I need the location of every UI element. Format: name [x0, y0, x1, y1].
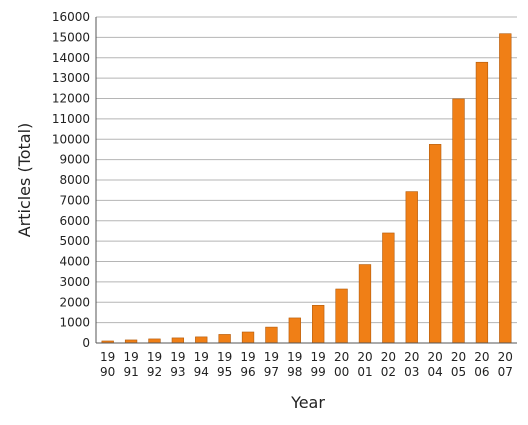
y-tick-label: 11000 [52, 112, 90, 126]
y-tick-label: 13000 [52, 71, 90, 85]
y-tick-label: 12000 [52, 92, 90, 106]
bar-2002 [382, 232, 395, 344]
bar-2000 [335, 288, 348, 344]
bar-2003 [405, 191, 418, 344]
x-tick-label-1999: 19 99 [311, 350, 326, 379]
x-tick-label-1997: 19 97 [264, 350, 279, 379]
x-tick-label-1995: 19 95 [217, 350, 232, 379]
bar-2006 [475, 61, 489, 344]
x-tick-label-2005: 20 05 [451, 350, 466, 379]
y-tick-label: 4000 [59, 255, 90, 269]
x-tick-label-2007: 20 07 [498, 350, 513, 379]
bar-1997 [265, 326, 278, 344]
y-tick-label: 16000 [52, 10, 90, 24]
y-axis-title: Articles (Total) [15, 123, 34, 238]
x-tick-label-2001: 20 01 [357, 350, 372, 379]
bar-1998 [288, 317, 301, 344]
y-tick-label: 8000 [59, 173, 90, 187]
y-tick-label: 3000 [59, 275, 90, 289]
bar-1995 [218, 334, 231, 344]
gridlines [96, 16, 517, 344]
bar-2005 [452, 98, 465, 344]
bar-1992 [148, 338, 161, 344]
x-tick-label-1992: 19 92 [147, 350, 162, 379]
bar-1994 [195, 336, 208, 344]
y-tick-label: 2000 [59, 295, 90, 309]
y-tick-label: 7000 [59, 193, 90, 207]
bar-2004 [428, 144, 442, 344]
x-tick-label-1998: 19 98 [287, 350, 302, 379]
y-tick-label: 0 [82, 336, 90, 350]
y-tick-label: 15000 [52, 30, 90, 44]
y-tick-label: 1000 [59, 316, 90, 330]
y-tick-label: 14000 [52, 51, 90, 65]
x-tick-label-1991: 19 91 [123, 350, 138, 379]
y-tick-label: 6000 [59, 214, 90, 228]
x-tick-label-1994: 19 94 [194, 350, 209, 379]
bar-2007 [499, 33, 512, 344]
x-tick-label-2006: 20 06 [474, 350, 489, 379]
x-tick-label-2004: 20 04 [427, 350, 442, 379]
y-tick-label: 9000 [59, 153, 90, 167]
y-tick-labels: 0 1000 2000 3000 4000 5000 6000 7000 8000 9000 100… [52, 10, 90, 350]
axes-group [95, 17, 517, 344]
y-tick-label: 10000 [52, 132, 90, 146]
x-tick-label-2000: 20 00 [334, 350, 349, 379]
x-tick-label-2002: 20 02 [381, 350, 396, 379]
x-tick-label-1993: 19 93 [170, 350, 185, 379]
bar-1993 [171, 337, 185, 344]
x-tick-label-1990: 19 90 [100, 350, 115, 379]
bars-group [101, 33, 512, 344]
x-tick-labels: 19 90 19 91 19 92 19 93 19 94 19 95 19 96 19 97 19 98 19 99… [100, 350, 513, 379]
bar-1996 [241, 331, 255, 344]
bar-2001 [358, 264, 372, 344]
x-axis-title: Year [290, 393, 325, 412]
y-tick-label: 5000 [59, 234, 90, 248]
bar-1999 [312, 305, 325, 344]
x-tick-label-1996: 19 96 [240, 350, 255, 379]
x-tick-label-2003: 20 03 [404, 350, 419, 379]
